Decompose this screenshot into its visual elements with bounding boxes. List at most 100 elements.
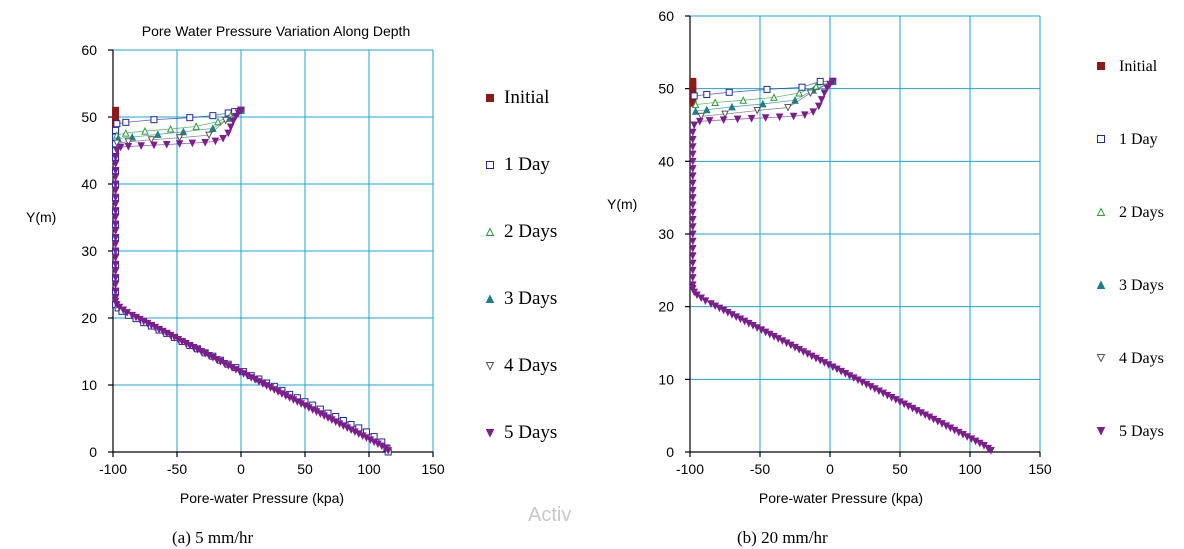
legend-label: 3 Days <box>504 288 557 309</box>
data-point <box>111 214 120 222</box>
data-point <box>814 102 823 111</box>
series-line <box>118 109 242 139</box>
data-point <box>688 252 697 260</box>
data-point <box>147 136 156 144</box>
data-point <box>219 134 227 143</box>
x-tick-label: -100 <box>676 461 704 477</box>
data-point <box>111 220 120 229</box>
data-point <box>809 108 818 117</box>
data-point <box>688 230 697 239</box>
data-point <box>688 223 697 231</box>
data-point <box>111 200 120 209</box>
data-point <box>232 112 240 121</box>
data-point <box>701 297 710 305</box>
chart-caption: (a) 5 mm/hr <box>172 528 254 547</box>
data-point <box>121 128 130 137</box>
legend-marker <box>1097 135 1105 143</box>
chart-a: Pore Water Pressure Variation Along Dept… <box>26 23 557 547</box>
data-point <box>820 89 829 98</box>
y-tick-label: 50 <box>81 109 97 125</box>
data-point <box>111 247 120 256</box>
data-point <box>697 112 706 121</box>
legend-marker <box>1096 207 1106 216</box>
data-point <box>137 142 145 150</box>
series-line <box>115 109 389 453</box>
x-tick-label: 0 <box>237 461 245 477</box>
data-point <box>826 80 834 89</box>
data-point <box>111 173 120 182</box>
series-line <box>701 81 833 117</box>
x-tick-label: -50 <box>750 461 770 477</box>
data-point <box>691 107 700 115</box>
data-point <box>688 172 697 180</box>
data-point <box>758 99 767 108</box>
x-tick-label: 100 <box>958 461 982 477</box>
data-point <box>123 309 131 317</box>
data-point <box>111 187 120 195</box>
data-point <box>112 126 120 134</box>
data-point <box>179 127 188 136</box>
y-tick-label: 10 <box>658 371 674 387</box>
legend-label: 2 Days <box>1119 204 1164 221</box>
data-point <box>111 267 120 276</box>
legend-label: 1 Day <box>1119 131 1158 148</box>
y-tick-label: 60 <box>658 8 674 24</box>
data-point <box>688 150 697 159</box>
series-5 <box>688 77 995 455</box>
legend-label: 5 Days <box>1119 423 1164 440</box>
legend: Initial 1 Day 2 Days 3 Days 4 Days 5 Days <box>485 87 557 443</box>
series-1 <box>112 106 392 456</box>
y-tick-label: 10 <box>81 377 97 393</box>
data-point <box>111 207 120 215</box>
data-point <box>211 137 220 146</box>
data-point <box>175 140 184 148</box>
data-point <box>705 117 714 125</box>
data-point <box>688 201 697 210</box>
chart-caption: (b) 20 mm/hr <box>737 528 828 547</box>
data-point <box>770 93 778 101</box>
x-tick-label: 100 <box>357 461 381 477</box>
y-tick-label: 50 <box>658 81 674 97</box>
data-point <box>688 208 697 217</box>
data-point <box>124 138 133 146</box>
data-point <box>798 83 806 91</box>
data-point <box>789 112 798 121</box>
data-point <box>800 111 809 119</box>
data-point <box>763 85 771 93</box>
data-point <box>688 136 697 144</box>
data-point <box>226 123 235 132</box>
data-point <box>162 140 171 149</box>
data-point <box>688 245 697 253</box>
data-point <box>175 134 184 142</box>
data-point <box>150 116 158 124</box>
legend-label: Initial <box>504 87 549 108</box>
x-tick-label: 50 <box>297 461 313 477</box>
data-point <box>113 139 121 148</box>
y-tick-label: 20 <box>658 299 674 315</box>
data-point <box>205 131 213 140</box>
x-tick-label: 0 <box>826 461 834 477</box>
data-point <box>111 153 120 162</box>
y-tick-label: 0 <box>666 444 674 460</box>
y-tick-label: 40 <box>81 176 97 192</box>
data-point <box>688 266 697 275</box>
data-point <box>150 141 158 150</box>
data-point <box>703 90 711 98</box>
chart-b: -100 -50 0 50 100 150 0 10 20 30 40 50 60 Y(m) Pore-wa… <box>607 8 1164 547</box>
data-point <box>795 88 804 97</box>
series-line <box>692 81 992 451</box>
data-point <box>209 112 217 120</box>
data-point <box>201 138 209 147</box>
data-point <box>816 77 824 85</box>
y-tick-label: 60 <box>81 42 97 58</box>
data-point <box>690 121 699 130</box>
legend-label: 4 Days <box>504 355 557 376</box>
data-point <box>186 114 194 122</box>
x-tick-label: -50 <box>167 461 187 477</box>
data-point <box>725 88 733 96</box>
data-point <box>111 287 120 296</box>
x-axis-label: Pore-water Pressure (kpa) <box>759 490 923 506</box>
data-point <box>775 113 784 122</box>
data-point <box>695 117 704 126</box>
data-point <box>688 143 697 151</box>
